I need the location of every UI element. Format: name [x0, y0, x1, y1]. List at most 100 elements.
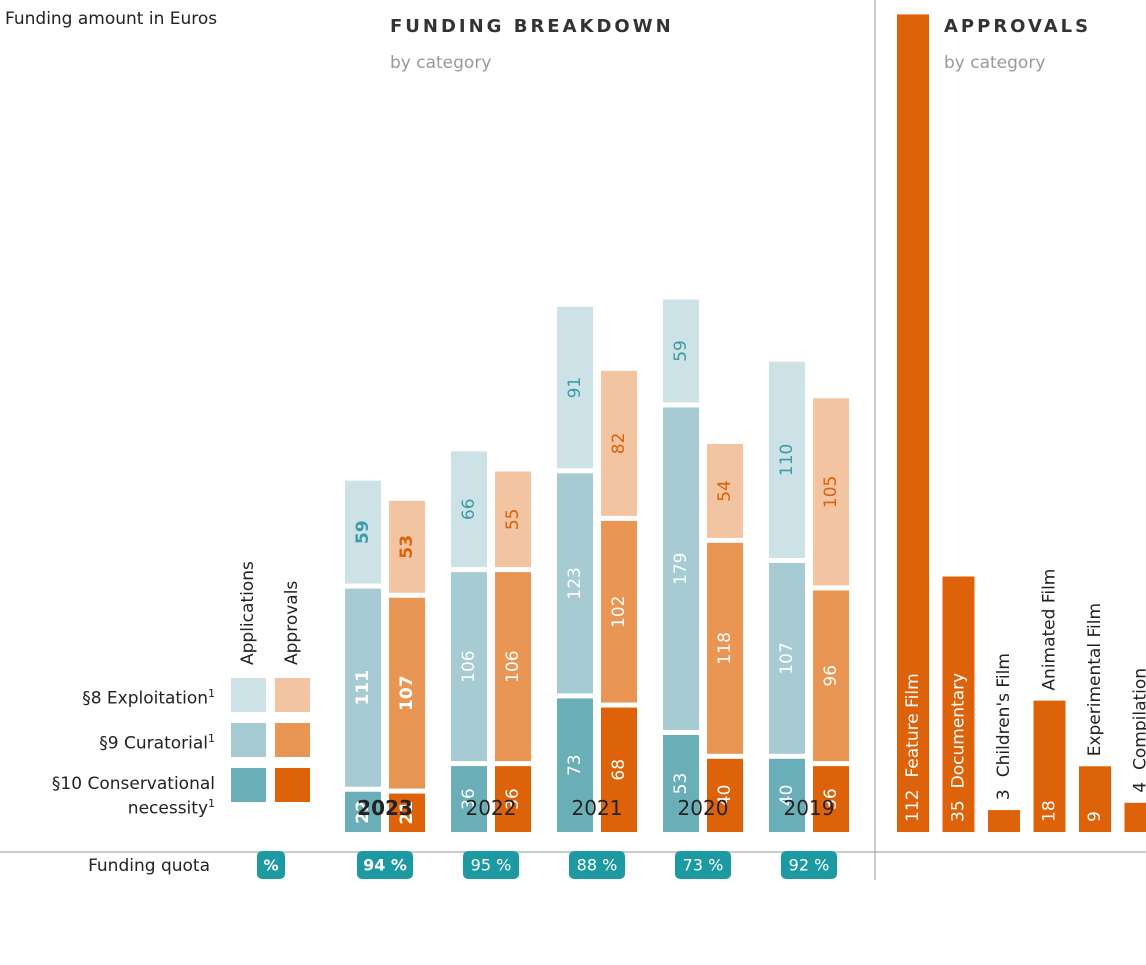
- value-label: 107: [777, 642, 797, 674]
- bar: [1033, 700, 1066, 832]
- legend-group: Applications: [238, 561, 258, 665]
- x-tick-label: 2020: [678, 796, 729, 820]
- bar-segment: [601, 707, 637, 832]
- bar-segment: [557, 306, 593, 469]
- value-label: 73: [565, 754, 585, 776]
- bar-segment: [663, 735, 699, 832]
- bar-segment: [451, 451, 487, 568]
- value-label: 36: [459, 788, 479, 810]
- value-label: 3: [994, 789, 1014, 800]
- category-label: Compilation: [1131, 668, 1146, 770]
- x-tick-label: 2019: [784, 796, 835, 820]
- bar: [942, 576, 975, 832]
- x-tick-label: 2022: [466, 796, 517, 820]
- value-label: 107: [397, 675, 417, 711]
- x-tick-label: 2023: [357, 796, 413, 820]
- bar-segment: [345, 588, 381, 787]
- value-label: 106: [503, 650, 523, 682]
- bar-segment: [769, 562, 805, 754]
- value-label: 59: [671, 340, 691, 362]
- quota-unit-badge: [257, 851, 285, 879]
- footnote: 1: [208, 732, 215, 745]
- value-label: 18: [1040, 800, 1060, 822]
- quota-title: Funding quota: [88, 856, 210, 876]
- value-label: 179: [671, 552, 691, 584]
- bar-segment: [813, 766, 849, 832]
- bar-segment: [663, 299, 699, 403]
- legend-swatch: [231, 678, 266, 712]
- value-label: 21: [397, 801, 417, 825]
- category-label: Animated Film: [1040, 569, 1060, 691]
- x-tick-label: 2021: [572, 796, 623, 820]
- bar-segment: [495, 766, 531, 832]
- subtitle: by category: [390, 53, 491, 73]
- legend-group: Approvals: [282, 581, 302, 665]
- legend-name: §10 Conservational necessity: [51, 774, 215, 819]
- legend-swatch: [275, 678, 310, 712]
- value-label: 111: [353, 670, 373, 706]
- value-label: 40: [715, 785, 735, 807]
- legend-swatch: [231, 768, 266, 802]
- quota-label: 95 %: [471, 856, 512, 875]
- value-label: 102: [609, 596, 629, 628]
- quota-badge: [463, 851, 519, 879]
- bar-segment: [495, 471, 531, 568]
- bar: [897, 14, 929, 832]
- bar-segment: [389, 500, 425, 593]
- value-label: 66: [459, 498, 479, 520]
- value-label: 110: [777, 444, 797, 476]
- footnote: 1: [208, 797, 215, 810]
- value-label: 36: [503, 788, 523, 810]
- value-label: 68: [609, 759, 629, 781]
- bar-segment: [601, 370, 637, 516]
- category-label: Documentary: [949, 673, 969, 789]
- chart-title: FUNDING BREAKDOWN: [390, 16, 674, 37]
- value-label: 4: [1131, 782, 1146, 793]
- value-label: 54: [715, 480, 735, 502]
- value-label: 106: [459, 650, 479, 682]
- quota-label: 92 %: [789, 856, 830, 875]
- value-label: 96: [821, 665, 841, 687]
- legend-label: §8 Exploitation1: [5, 684, 215, 709]
- legend-name: §8 Exploitation: [82, 688, 208, 709]
- bar-segment: [663, 407, 699, 731]
- bar-segment: [557, 698, 593, 832]
- bar-segment: [389, 597, 425, 789]
- bar-segment: [813, 590, 849, 762]
- legend-name: §9 Curatorial: [99, 733, 208, 754]
- category-label: Experimental Film: [1085, 603, 1105, 756]
- value-label: 82: [609, 433, 629, 455]
- value-label: 105: [821, 476, 841, 508]
- legend-label: §10 Conservational necessity1: [5, 774, 215, 819]
- quota-badge: [781, 851, 837, 879]
- bar-segment: [707, 444, 743, 538]
- value-label: 35: [949, 800, 969, 822]
- bar-segment: [557, 473, 593, 694]
- legend-swatch: [275, 723, 310, 757]
- bar-segment: [495, 572, 531, 762]
- bar-segment: [345, 791, 381, 832]
- value-label: 123: [565, 567, 585, 599]
- bar-segment: [769, 758, 805, 832]
- quota-label: 88 %: [577, 856, 618, 875]
- bar-segment: [707, 758, 743, 832]
- quota-label: 73 %: [683, 856, 724, 875]
- category-label: Children's Film: [994, 653, 1014, 777]
- bar-segment: [707, 542, 743, 754]
- value-label: 40: [777, 785, 797, 807]
- value-label: 91: [565, 377, 585, 399]
- category-label: Feature Film: [903, 673, 923, 777]
- legend-swatch: [275, 768, 310, 802]
- value-label: 36: [821, 788, 841, 810]
- quota-badge: [569, 851, 625, 879]
- value-label: 53: [397, 535, 417, 559]
- value-label: 59: [353, 520, 373, 544]
- bar: [988, 810, 1020, 832]
- y-label: Funding amount in Euros: [5, 9, 217, 29]
- bar-segment: [389, 793, 425, 832]
- subtitle: by category: [944, 53, 1045, 73]
- bar-segment: [451, 572, 487, 762]
- bar-segment: [769, 361, 805, 558]
